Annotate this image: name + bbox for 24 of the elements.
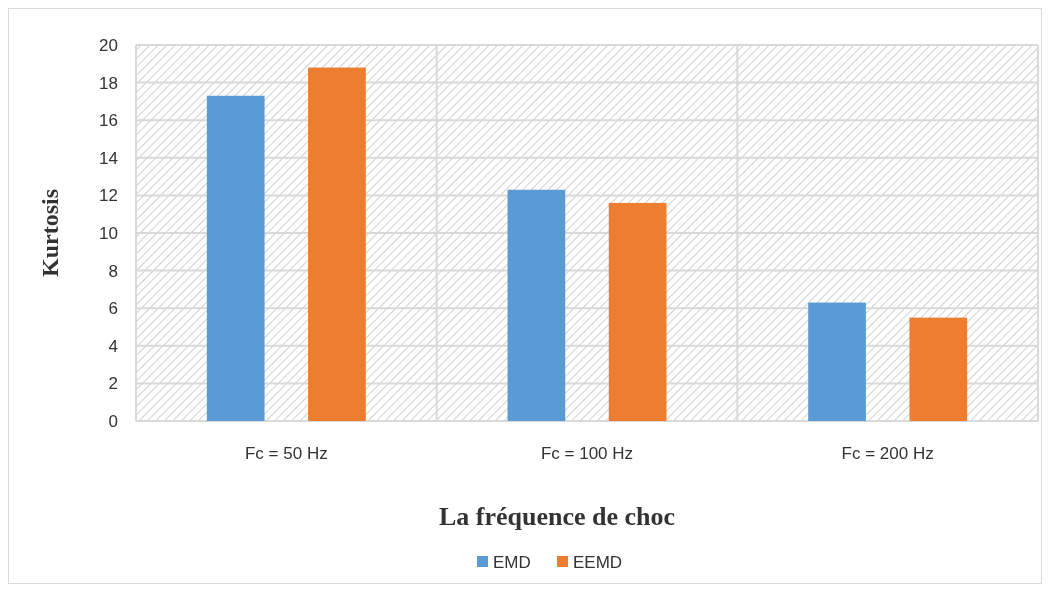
y-tick-label: 20: [99, 35, 118, 55]
y-tick-label: 0: [108, 411, 118, 431]
y-tick-label: 14: [99, 148, 118, 168]
y-tick-label: 16: [99, 111, 118, 131]
bar: [909, 317, 968, 421]
x-tick-label: Fc = 100 Hz: [540, 444, 634, 463]
y-tick-label: 4: [108, 336, 118, 356]
bar: [808, 302, 866, 421]
bar: [206, 95, 265, 421]
bar: [308, 67, 366, 421]
y-tick-label: 2: [108, 374, 118, 394]
x-tick-label: Fc = 50 Hz: [245, 444, 328, 463]
y-tick-label: 8: [108, 261, 118, 281]
legend-label: EMD: [493, 552, 531, 572]
x-tick-label: Fc = 200 Hz: [841, 444, 934, 463]
legend-label: EEMD: [573, 552, 623, 572]
y-axis-title: Kurtosis: [37, 188, 63, 278]
bar: [507, 189, 566, 421]
y-tick-label: 6: [108, 299, 118, 319]
y-tick-label: 10: [99, 223, 118, 243]
y-tick-label: 12: [99, 186, 118, 206]
bar: [608, 202, 667, 421]
y-tick-label: 18: [99, 73, 118, 93]
x-axis-title: La fréquence de choc: [438, 502, 676, 531]
